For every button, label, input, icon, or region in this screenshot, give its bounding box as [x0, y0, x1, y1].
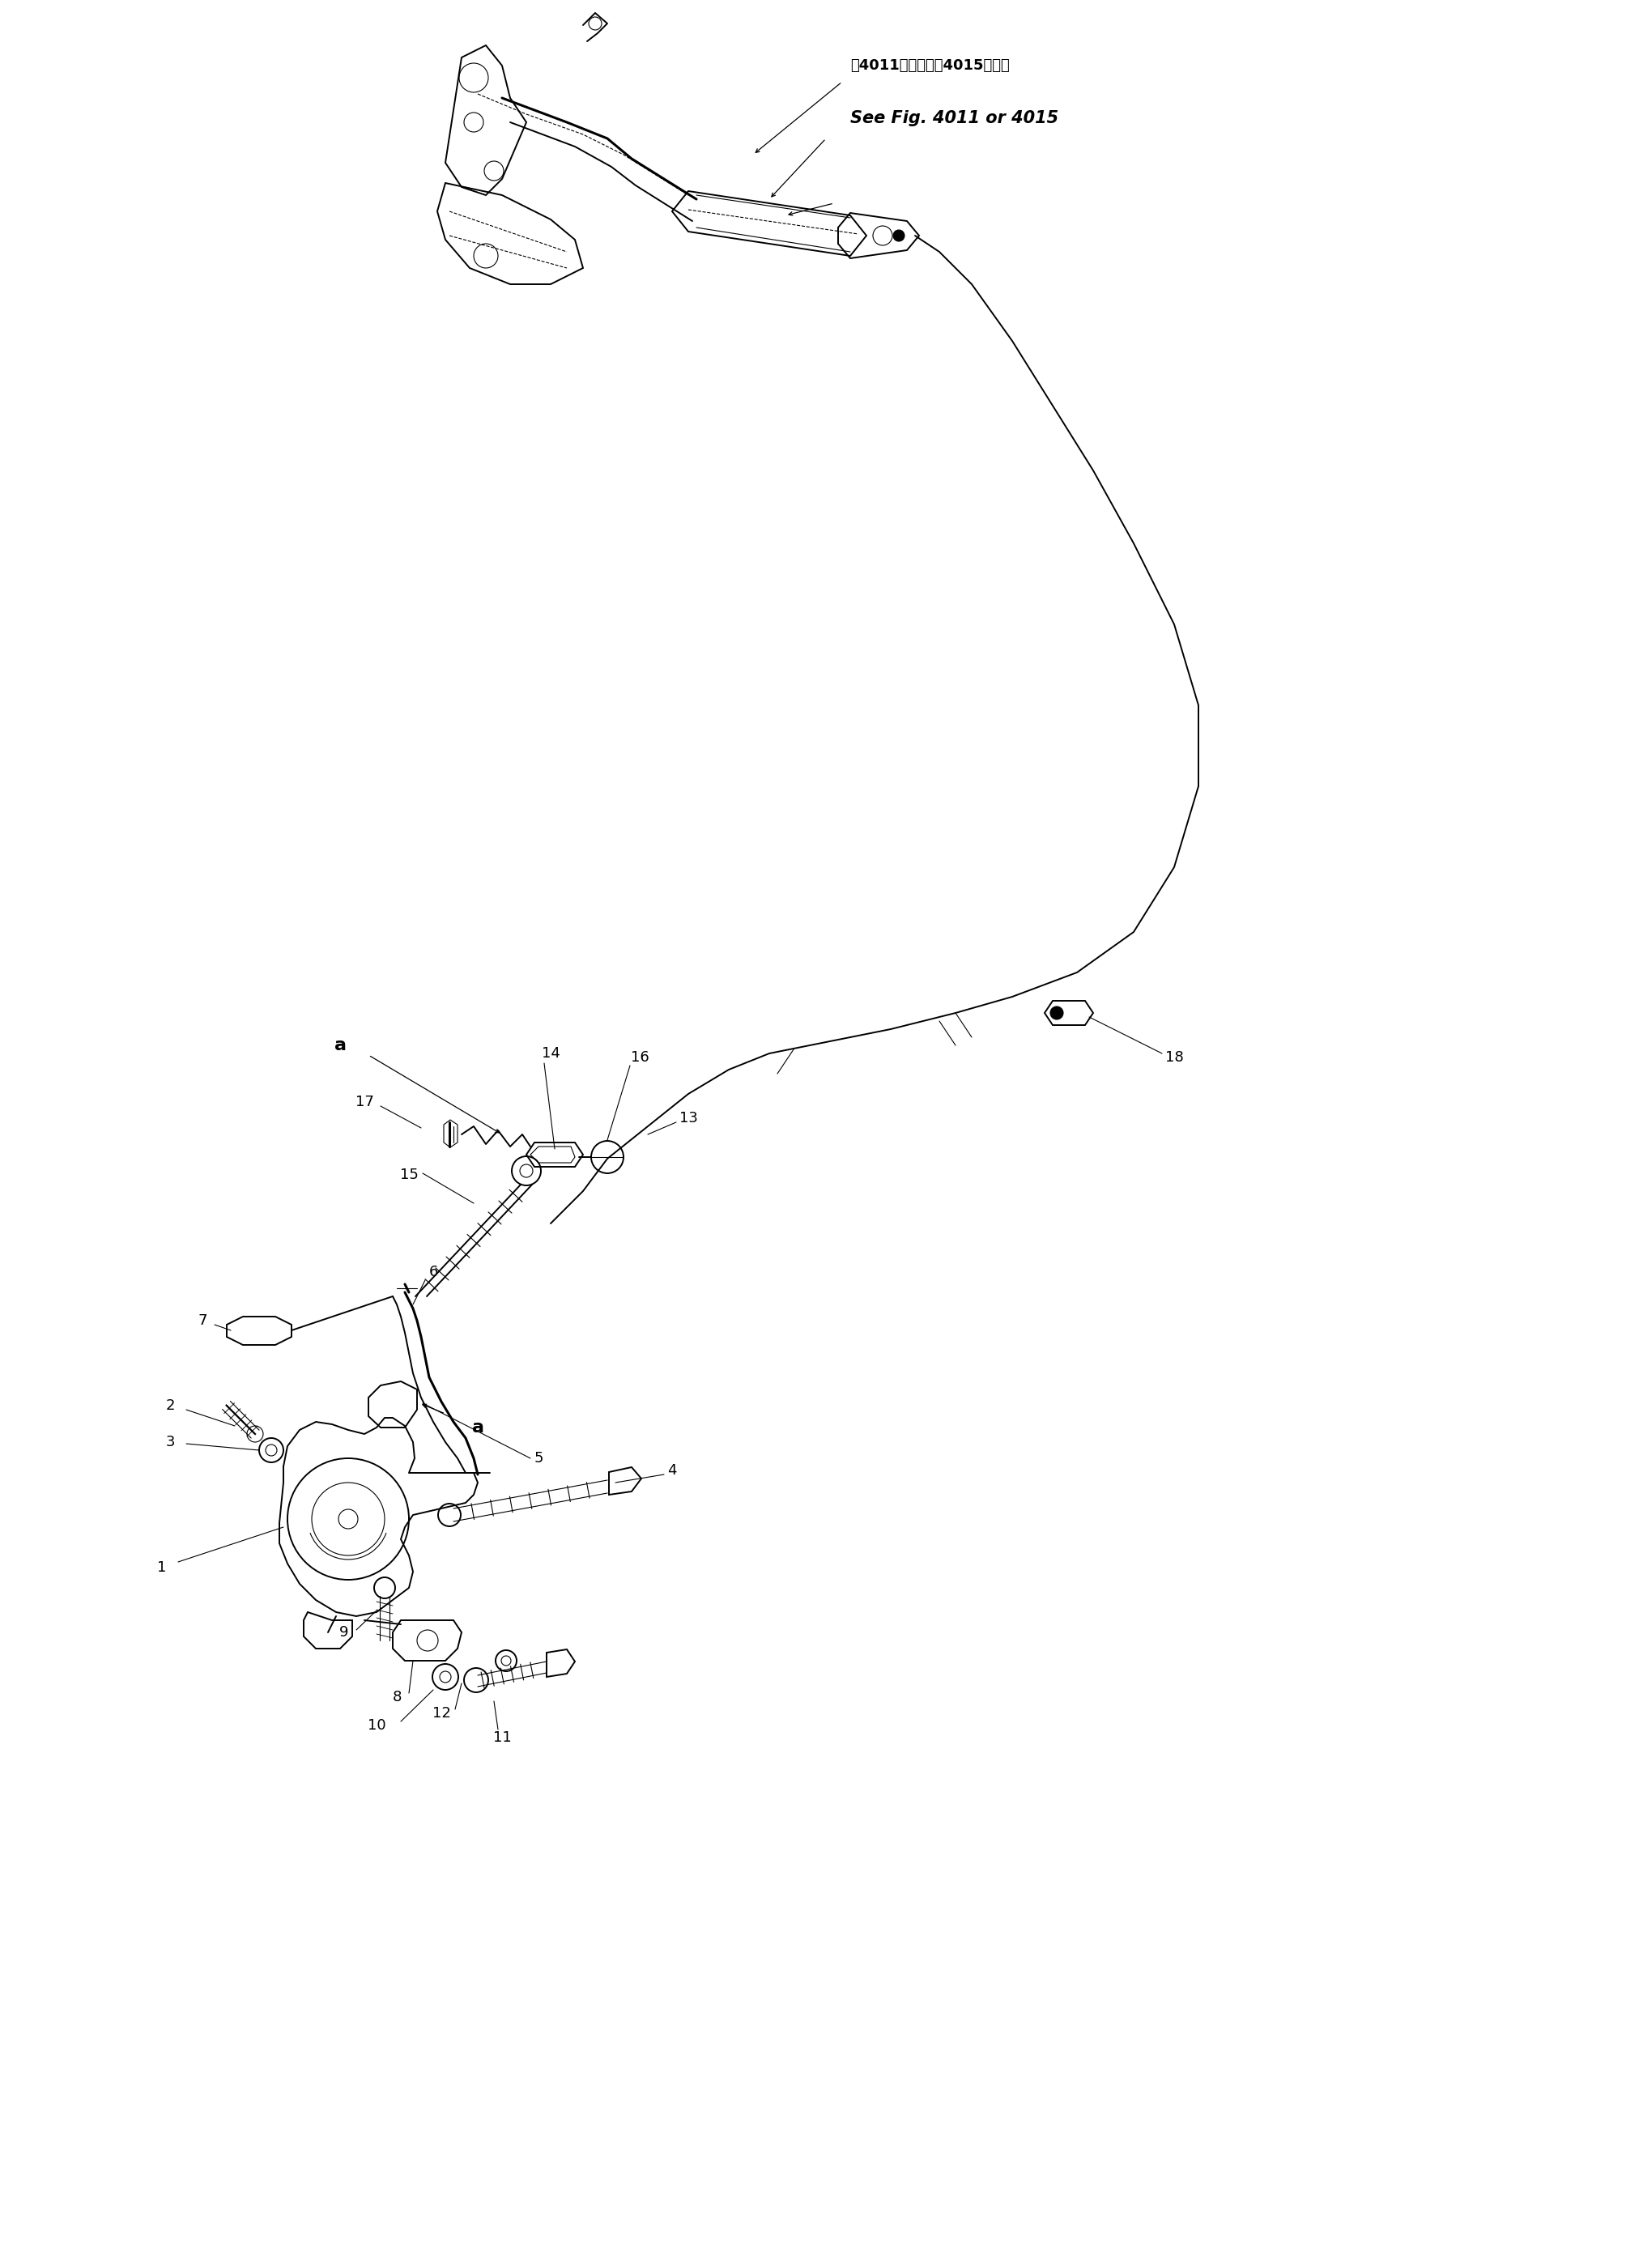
- Text: 17: 17: [355, 1095, 373, 1109]
- Text: 12: 12: [432, 1706, 450, 1721]
- Text: 3: 3: [166, 1436, 174, 1449]
- Text: 14: 14: [542, 1046, 560, 1061]
- Text: 16: 16: [631, 1050, 649, 1064]
- Text: 2: 2: [166, 1399, 174, 1413]
- Text: 10: 10: [368, 1719, 386, 1733]
- Text: See Fig. 4011 or 4015: See Fig. 4011 or 4015: [849, 111, 1058, 127]
- Text: 4: 4: [667, 1463, 677, 1479]
- Text: a: a: [472, 1420, 483, 1436]
- Text: a: a: [334, 1036, 347, 1052]
- Text: 18: 18: [1165, 1050, 1183, 1064]
- Text: 5: 5: [534, 1452, 544, 1465]
- Text: 6: 6: [429, 1266, 437, 1279]
- Text: 7: 7: [197, 1313, 207, 1329]
- Text: 9: 9: [340, 1626, 348, 1640]
- Text: 13: 13: [679, 1111, 698, 1125]
- Text: 8: 8: [393, 1690, 401, 1706]
- Circle shape: [894, 229, 905, 240]
- Circle shape: [1050, 1007, 1063, 1018]
- Text: 1: 1: [158, 1560, 166, 1574]
- Text: 11: 11: [493, 1730, 511, 1744]
- Text: 15: 15: [399, 1168, 419, 1182]
- Text: 笥4011図または笥4015図参照: 笥4011図または笥4015図参照: [849, 59, 1009, 73]
